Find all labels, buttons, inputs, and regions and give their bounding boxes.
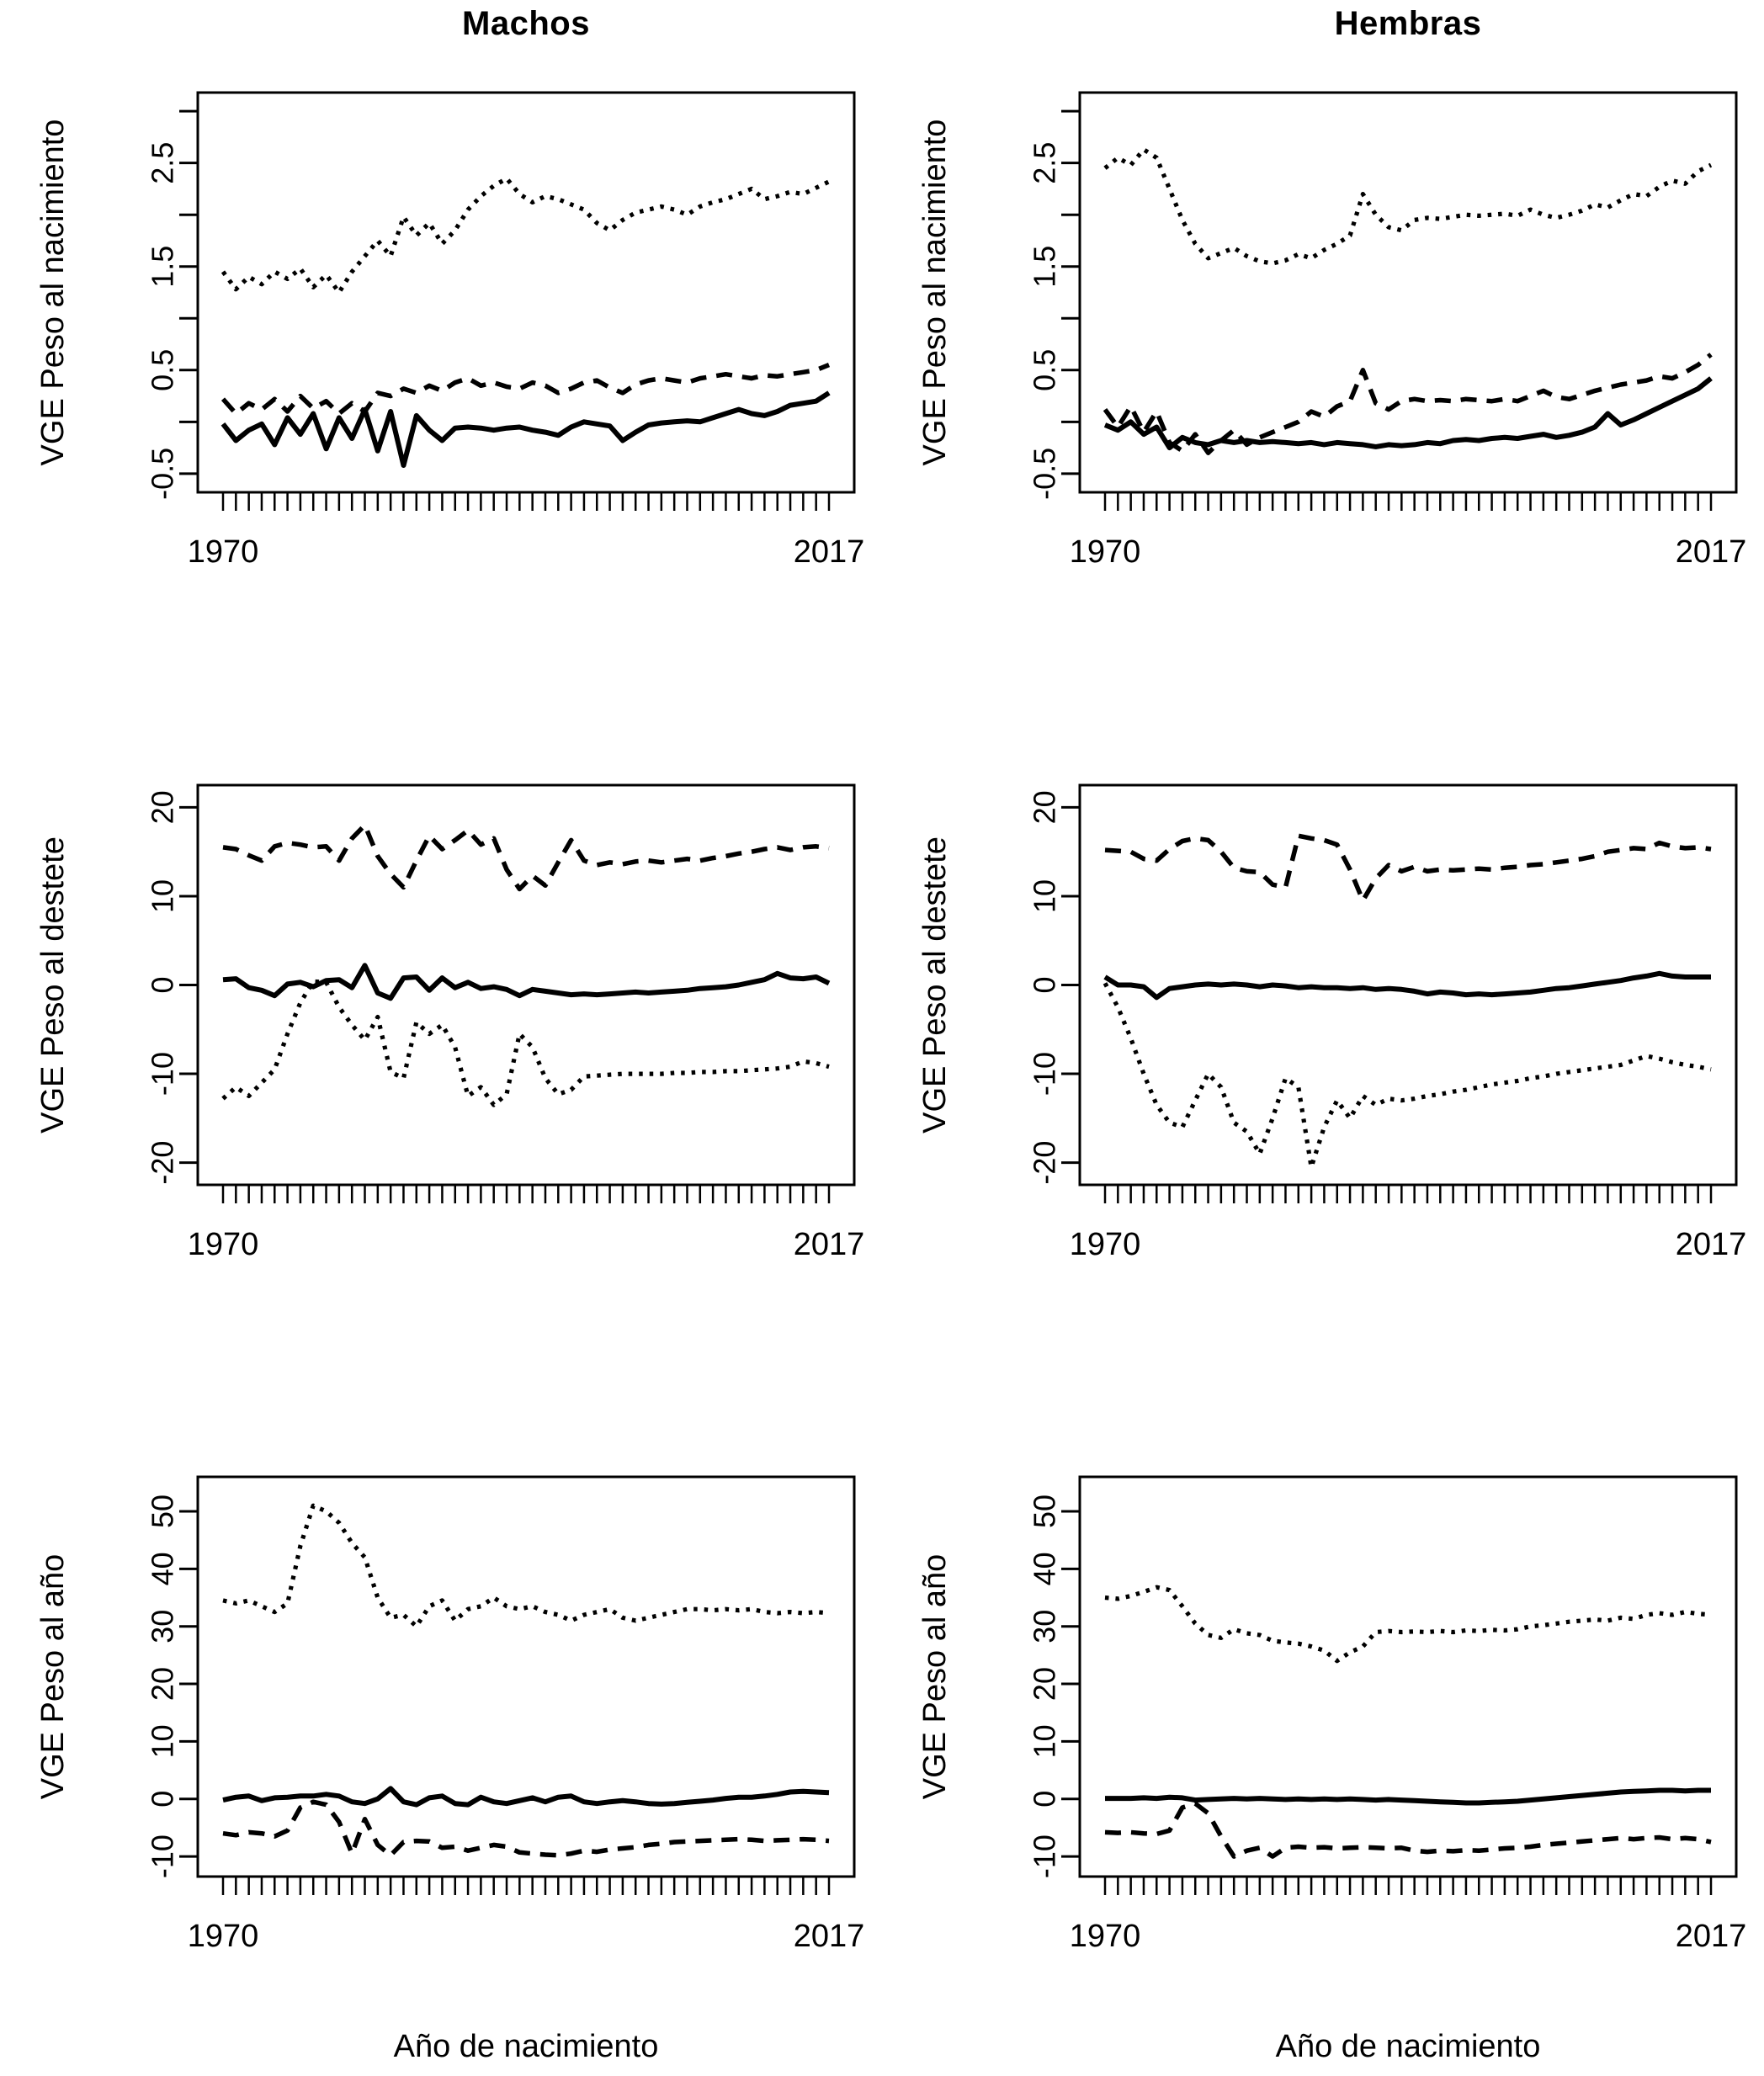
series-dashed bbox=[1104, 1801, 1712, 1859]
y-axis-title: VGE Peso al nacimiento bbox=[917, 119, 953, 466]
y-tick-label: 40 bbox=[1028, 1552, 1062, 1585]
y-tick-label: -10 bbox=[146, 1834, 180, 1878]
plot-box bbox=[1078, 1475, 1738, 1878]
chart-hembras-nacimiento: -0.5 0.5 1.5 2.5 1970 2017 VGE Peso al nacimie… bbox=[917, 91, 1747, 570]
x-tick-label-last: 2017 bbox=[1676, 1227, 1747, 1262]
y-tick-label: 1.5 bbox=[1028, 246, 1062, 288]
y-tick-label: 10 bbox=[146, 1724, 180, 1758]
x-tick-label-last: 2017 bbox=[1676, 534, 1747, 570]
plot-box bbox=[1078, 91, 1738, 494]
x-tick-label-last: 2017 bbox=[1676, 1919, 1747, 1954]
series-solid bbox=[220, 390, 831, 468]
series-solid bbox=[222, 963, 831, 1001]
y-tick-label: 50 bbox=[1028, 1495, 1062, 1528]
panel-hembras-anio: -10 0 10 20 30 40 50 1970 2017 VGE Peso al año Añ… bbox=[882, 1384, 1764, 2076]
y-tick-label: 10 bbox=[1028, 879, 1062, 913]
y-tick-label: -10 bbox=[146, 1052, 180, 1096]
panel-machos-anio: -10 0 10 20 30 40 50 1970 2017 VGE Peso al año Añ… bbox=[0, 1384, 882, 2076]
x-tick-label-first: 1970 bbox=[188, 534, 259, 570]
y-tick-label: 0.5 bbox=[1028, 349, 1062, 391]
plot-box bbox=[196, 91, 856, 494]
x-tick-label-first: 1970 bbox=[188, 1919, 259, 1954]
y-tick-label: 30 bbox=[146, 1610, 180, 1643]
panel-machos-destete: -20 -10 0 10 20 1970 2017 VGE Peso al destete bbox=[0, 693, 882, 1384]
x-axis-title-machos: Año de nacimiento bbox=[393, 2029, 659, 2064]
series-dotted bbox=[1103, 147, 1713, 266]
y-axis-title: VGE Peso al destete bbox=[35, 836, 71, 1134]
y-tick-label: 0 bbox=[146, 976, 180, 993]
y-tick-label: 20 bbox=[1028, 790, 1062, 824]
series-dotted bbox=[221, 979, 830, 1107]
series-dashed bbox=[222, 822, 830, 892]
series-dashed bbox=[222, 1799, 830, 1858]
x-tick-label-first: 1970 bbox=[1070, 534, 1141, 570]
series-solid bbox=[1105, 1787, 1711, 1806]
x-tick-label-first: 1970 bbox=[1070, 1227, 1141, 1262]
series-solid bbox=[1103, 376, 1713, 451]
y-tick-label: -10 bbox=[1028, 1834, 1062, 1878]
y-tick-label: -20 bbox=[146, 1141, 180, 1185]
x-tick-label-last: 2017 bbox=[794, 1227, 865, 1262]
chart-machos-nacimiento: -0.5 0.5 1.5 2.5 1970 2017 VGE Peso al nacimie… bbox=[35, 91, 865, 570]
series-dotted bbox=[220, 176, 831, 295]
column-title-hembras: Hembras bbox=[1334, 5, 1482, 42]
y-tick-label: 2.5 bbox=[1028, 142, 1062, 184]
x-tick-label-last: 2017 bbox=[794, 1919, 865, 1954]
chart-machos-anio: -10 0 10 20 30 40 50 1970 2017 VGE Peso al año bbox=[35, 1475, 865, 1954]
series-dashed bbox=[220, 363, 831, 417]
x-tick-label-last: 2017 bbox=[794, 534, 865, 570]
y-tick-label: 40 bbox=[146, 1552, 180, 1585]
y-tick-label: 0 bbox=[1028, 1791, 1062, 1808]
y-tick-label: 20 bbox=[146, 1667, 180, 1701]
series-dotted bbox=[1104, 1585, 1712, 1664]
chart-machos-destete: -20 -10 0 10 20 1970 2017 VGE Peso al destete bbox=[35, 783, 865, 1262]
x-tick-label-first: 1970 bbox=[1070, 1919, 1141, 1954]
y-tick-label: 20 bbox=[1028, 1667, 1062, 1701]
series-dotted bbox=[222, 1503, 830, 1629]
y-tick-label: 0.5 bbox=[146, 349, 180, 391]
y-axis-title: VGE Peso al nacimiento bbox=[35, 119, 71, 466]
y-tick-label: -10 bbox=[1028, 1052, 1062, 1096]
y-tick-label: 1.5 bbox=[146, 246, 180, 288]
plot-box bbox=[196, 1475, 856, 1878]
chart-hembras-destete: -20 -10 0 10 20 1970 2017 VGE Peso al destete bbox=[917, 783, 1747, 1262]
x-axis-title-hembras: Año de nacimiento bbox=[1275, 2029, 1541, 2064]
y-axis-title: VGE Peso al año bbox=[917, 1554, 953, 1800]
chart-hembras-anio: -10 0 10 20 30 40 50 1970 2017 VGE Peso al año bbox=[917, 1475, 1747, 1954]
y-tick-label: 50 bbox=[146, 1495, 180, 1528]
panel-hembras-destete: -20 -10 0 10 20 1970 2017 VGE Peso al destete bbox=[882, 693, 1764, 1384]
series-dashed bbox=[1104, 833, 1712, 903]
y-tick-label: 20 bbox=[146, 790, 180, 824]
y-axis-title: VGE Peso al destete bbox=[917, 836, 953, 1134]
y-tick-label: 10 bbox=[146, 879, 180, 913]
y-tick-label: -0.5 bbox=[1028, 448, 1062, 500]
y-tick-label: 10 bbox=[1028, 1724, 1062, 1758]
panel-machos-nacimiento: Machos -0.5 0.5 1.5 2.5 1970 2017 VGE Peso al … bbox=[0, 0, 882, 692]
y-tick-label: 0 bbox=[146, 1791, 180, 1808]
series-dashed bbox=[1102, 353, 1713, 455]
series-solid bbox=[222, 1786, 830, 1808]
y-tick-label: 2.5 bbox=[146, 142, 180, 184]
y-tick-label: -0.5 bbox=[146, 448, 180, 500]
x-tick-label-first: 1970 bbox=[188, 1227, 259, 1262]
panel-hembras-nacimiento: Hembras -0.5 0.5 1.5 2.5 1970 2017 VGE Peso al… bbox=[882, 0, 1764, 692]
y-tick-label: 30 bbox=[1028, 1610, 1062, 1643]
y-tick-label: -20 bbox=[1028, 1141, 1062, 1185]
series-dotted bbox=[1102, 982, 1712, 1170]
series-solid bbox=[1103, 970, 1711, 1001]
y-tick-label: 0 bbox=[1028, 976, 1062, 993]
column-title-machos: Machos bbox=[462, 5, 590, 42]
y-axis-title: VGE Peso al año bbox=[35, 1554, 71, 1800]
